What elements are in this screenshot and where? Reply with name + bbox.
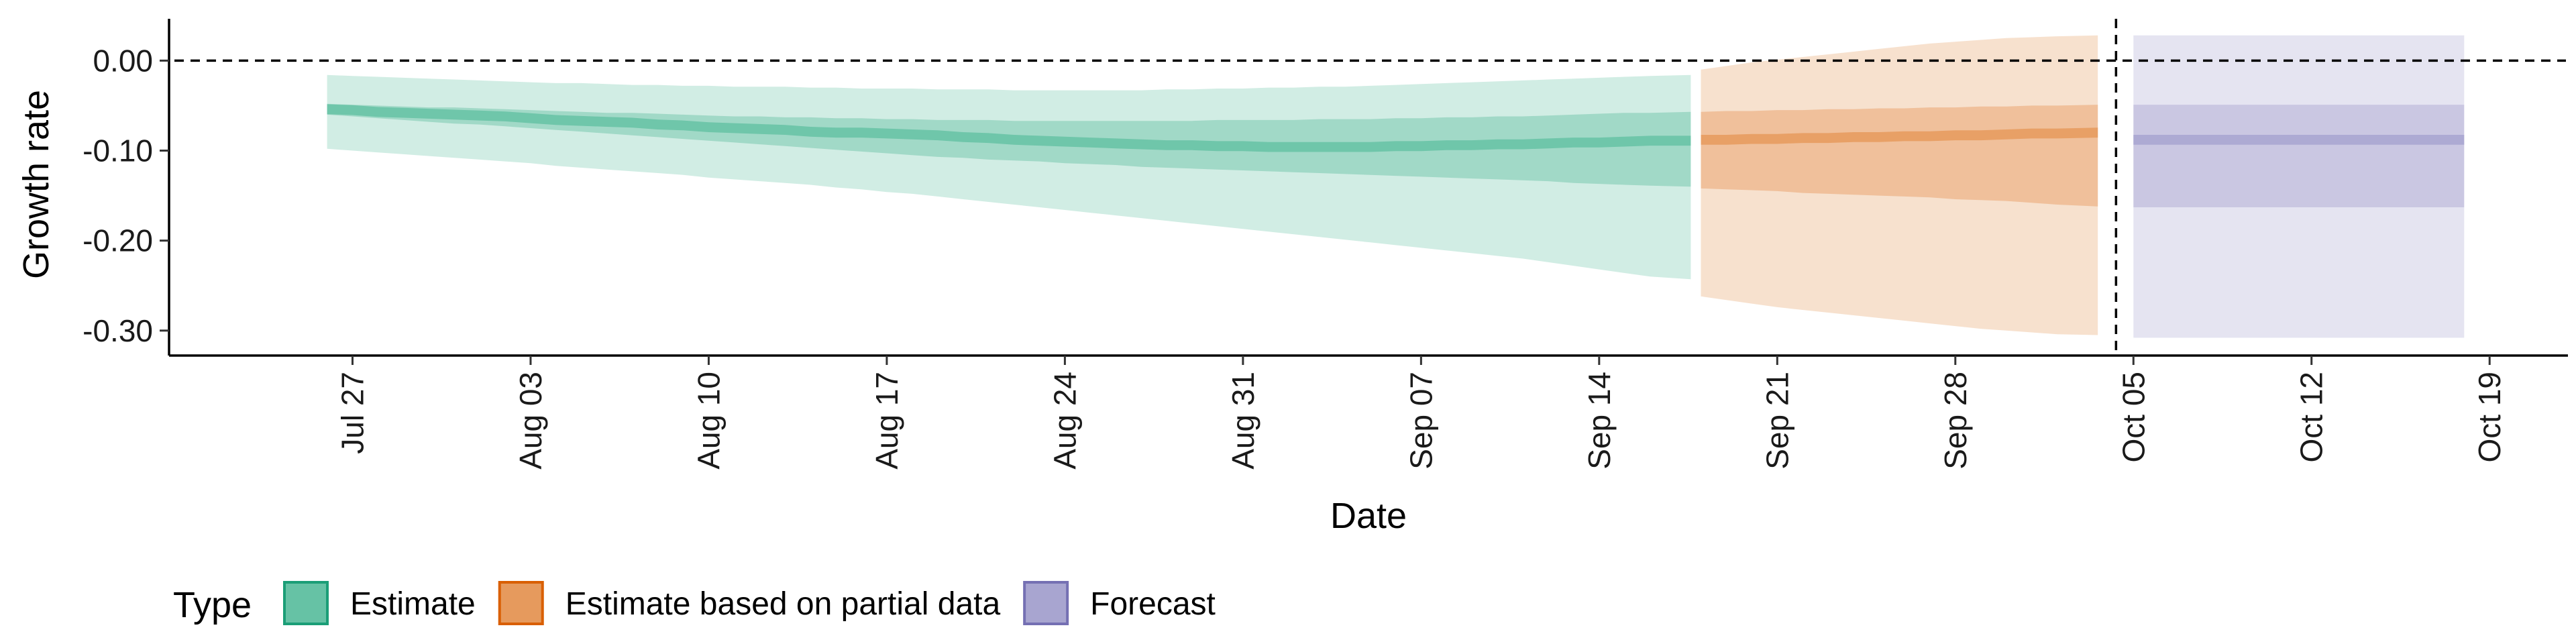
x-tick-label: Oct 12 bbox=[2294, 372, 2329, 463]
axes: 0.00 -0.10 -0.20 -0.30 Jul 27 Aug 03 Aug 10 Aug… bbox=[83, 19, 2568, 470]
x-tick-label: Aug 24 bbox=[1047, 372, 1082, 470]
x-tick-label: Aug 10 bbox=[691, 372, 726, 470]
legend-key-1 bbox=[283, 581, 329, 625]
y-tick-label: -0.10 bbox=[83, 133, 153, 168]
band-90-estimate-based-on-partial-data bbox=[1701, 35, 2098, 335]
x-tick-label: Aug 17 bbox=[869, 372, 904, 470]
band-median-forecast bbox=[2133, 135, 2465, 145]
band-50-forecast bbox=[2133, 105, 2465, 207]
x-tick-label: Oct 19 bbox=[2472, 372, 2507, 463]
reference-lines bbox=[174, 19, 2566, 356]
x-tick-label: Sep 21 bbox=[1760, 372, 1794, 470]
band-median-estimate-based-on-partial-data bbox=[1701, 127, 2098, 145]
y-axis-title: Growth rate bbox=[16, 90, 56, 279]
y-tick-label: -0.20 bbox=[83, 223, 153, 258]
x-tick-label: Aug 03 bbox=[513, 372, 548, 470]
legend-label-1: Estimate bbox=[350, 586, 476, 622]
legend-label-3: Forecast bbox=[1090, 586, 1216, 622]
plot-bands bbox=[327, 35, 2465, 338]
band-median-estimate bbox=[327, 104, 1691, 152]
x-tick-label: Aug 31 bbox=[1226, 372, 1260, 470]
band-90-forecast bbox=[2133, 35, 2465, 338]
legend-key-3 bbox=[1023, 581, 1069, 625]
legend-key-2 bbox=[498, 581, 544, 625]
legend-label-2: Estimate based on partial data bbox=[566, 586, 1001, 622]
legend-title: Type bbox=[173, 585, 252, 625]
legend: Type Estimate Estimate based on partial d… bbox=[173, 581, 1216, 625]
y-tick-label: -0.30 bbox=[83, 313, 153, 348]
x-tick-label: Sep 14 bbox=[1582, 372, 1617, 470]
x-tick-label: Sep 07 bbox=[1403, 372, 1438, 470]
x-tick-label: Oct 05 bbox=[2116, 372, 2151, 463]
y-tick-label: 0.00 bbox=[93, 43, 153, 78]
x-axis-title: Date bbox=[1330, 496, 1407, 536]
x-tick-label: Jul 27 bbox=[335, 372, 370, 454]
x-tick-label: Sep 28 bbox=[1938, 372, 1973, 470]
